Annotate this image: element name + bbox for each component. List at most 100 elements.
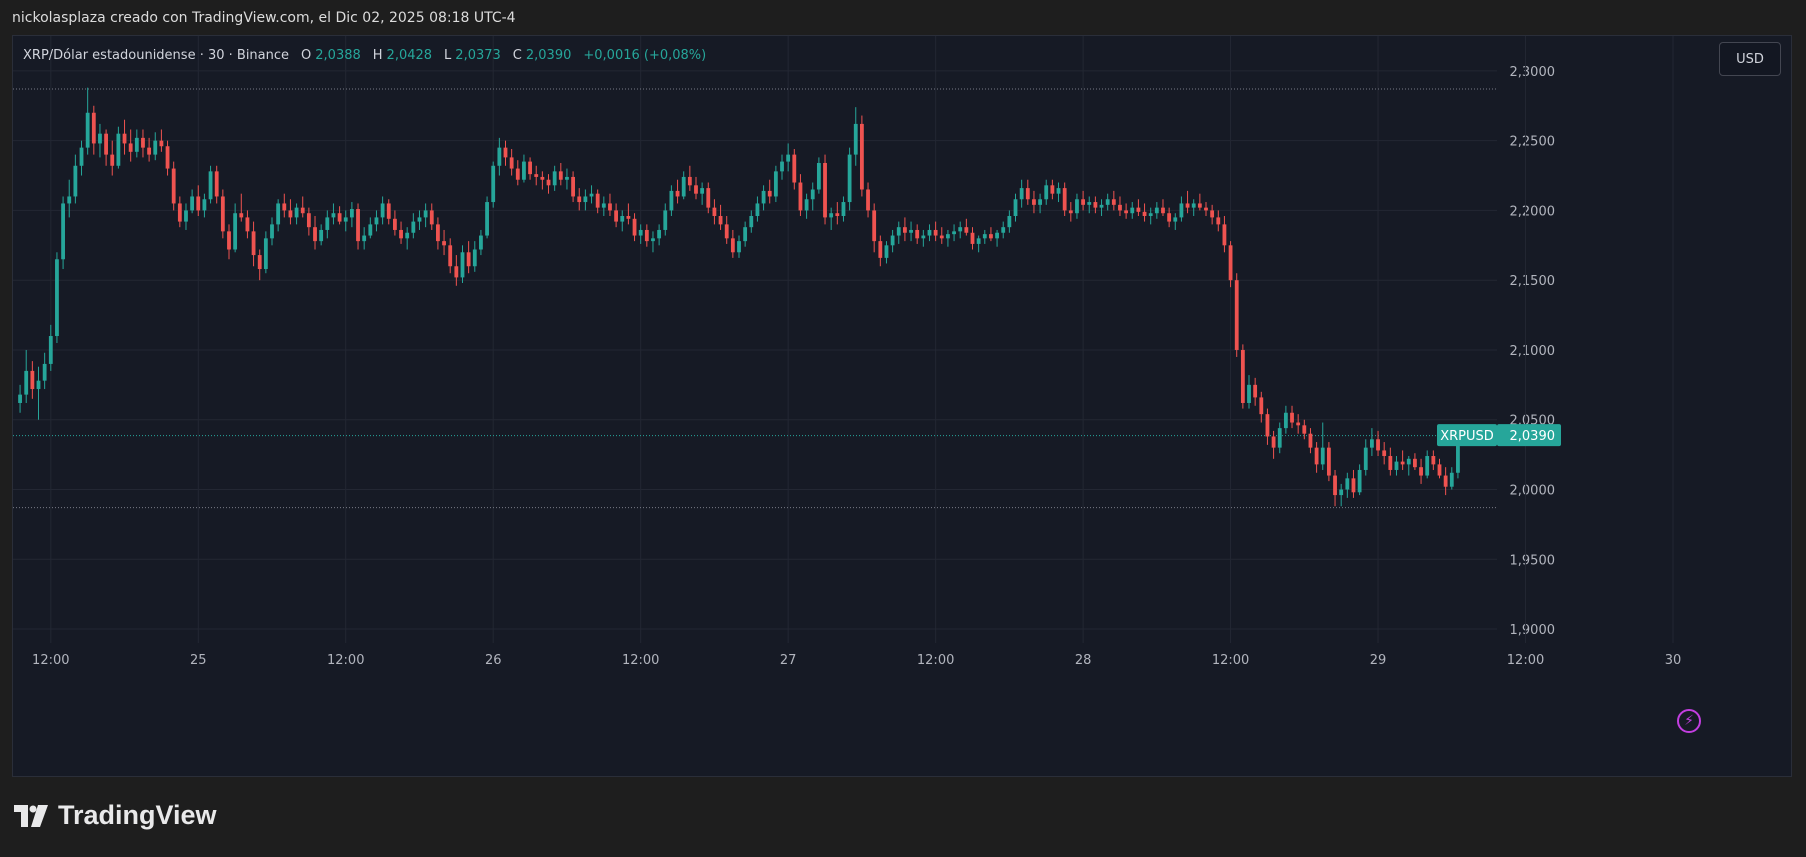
candle-body <box>1271 436 1276 448</box>
candle-body <box>663 210 668 230</box>
candle-body <box>472 249 477 267</box>
close-value: 2,0390 <box>525 48 572 63</box>
candle-body <box>638 229 643 236</box>
candle-body <box>1247 384 1251 403</box>
candle-body <box>1050 185 1055 194</box>
candle-body <box>423 210 428 218</box>
currency-button[interactable]: USD <box>1719 42 1781 76</box>
candle-body <box>257 255 262 270</box>
candle-body <box>866 189 870 211</box>
candle-body <box>1296 422 1301 426</box>
tradingview-logo: TradingView <box>14 800 217 831</box>
candle-body <box>1210 210 1215 218</box>
candle-body <box>952 231 956 235</box>
candle-body <box>829 213 834 218</box>
candle-body <box>104 133 109 155</box>
candle-body <box>1376 439 1380 451</box>
candle-body <box>1056 188 1061 194</box>
candlestick-chart[interactable]: 2,30002,25002,20002,15002,10002,05002,00… <box>13 36 1791 776</box>
candle-body <box>460 252 465 278</box>
candle-body <box>989 234 993 239</box>
candle-body <box>55 259 59 337</box>
candle-body <box>571 176 575 197</box>
candle-body <box>386 203 391 219</box>
candle-body <box>558 171 563 180</box>
candle-body <box>964 227 969 233</box>
candle-body <box>485 202 489 236</box>
candle-body <box>1062 188 1067 211</box>
candle-body <box>233 213 238 250</box>
y-tick-label: 2,1000 <box>1510 344 1556 359</box>
candle-body <box>1161 207 1165 214</box>
candle-body <box>841 202 846 217</box>
candle-body <box>1345 478 1350 490</box>
candle-body <box>429 210 434 225</box>
candle-body <box>687 176 692 186</box>
candle-body <box>816 162 821 190</box>
candle-body <box>669 190 674 211</box>
candle-body <box>909 229 913 233</box>
candle-body <box>878 241 883 258</box>
candle-body <box>208 171 213 200</box>
candle-body <box>1449 472 1454 487</box>
candle-body <box>632 218 637 236</box>
candle-body <box>1283 412 1288 429</box>
candle-body <box>337 213 342 222</box>
candle-body <box>356 209 360 242</box>
y-tick-label: 2,0000 <box>1510 484 1556 499</box>
candle-body <box>1419 467 1423 476</box>
candle-body <box>509 157 514 169</box>
candle-body <box>448 245 453 267</box>
candle-body <box>466 252 471 267</box>
candle-body <box>515 168 520 180</box>
candle-body <box>1032 199 1036 205</box>
x-tick-label: 12:00 <box>1507 653 1544 668</box>
candle-body <box>227 231 231 250</box>
candle-body <box>589 193 594 197</box>
symbol-tag-label: XRPUSD <box>1440 429 1494 444</box>
y-tick-label: 2,1500 <box>1510 274 1556 289</box>
candle-body <box>761 190 766 204</box>
candle-body <box>479 235 483 250</box>
candle-body <box>1099 204 1104 208</box>
candle-body <box>1197 203 1202 208</box>
candle-body <box>442 241 446 246</box>
candle-body <box>325 217 330 230</box>
candle-body <box>1394 461 1399 470</box>
candle-body <box>288 210 293 218</box>
chart-panel[interactable]: 2,3000 2,2500 2,2000 2,1500 2,1000 2,0500 2,00… <box>12 35 1792 777</box>
candle-body <box>946 234 950 239</box>
candle-body <box>147 147 152 155</box>
candle-body <box>608 203 612 211</box>
candle-body <box>1234 280 1239 350</box>
candle-body <box>1111 199 1116 205</box>
x-tick-label: 30 <box>1665 653 1682 668</box>
candle-body <box>1068 210 1073 214</box>
low-label: L <box>444 48 452 63</box>
candle-body <box>1179 203 1184 218</box>
candle-body <box>1216 217 1221 225</box>
candle-body <box>153 140 158 155</box>
candle-body <box>1308 433 1313 448</box>
candle-body <box>497 147 502 166</box>
candle-body <box>853 123 858 155</box>
candle-body <box>374 217 379 225</box>
candle-body <box>1013 199 1018 217</box>
candle-body <box>190 196 195 211</box>
y-tick-label: 2,2000 <box>1510 204 1556 219</box>
candle-body <box>1001 227 1006 233</box>
candle-body <box>755 203 760 217</box>
candle-body <box>694 185 698 194</box>
x-tick-label: 25 <box>190 653 207 668</box>
candle-body <box>1025 188 1030 200</box>
candle-body <box>743 227 748 242</box>
open-value: 2,0388 <box>315 48 361 63</box>
candle-body <box>1204 207 1208 211</box>
x-tick-label: 28 <box>1075 653 1092 668</box>
candle-body <box>116 133 121 166</box>
candle-body <box>1363 447 1368 470</box>
lightning-icon[interactable]: ⚡ <box>1677 709 1701 733</box>
candle-body <box>1357 469 1362 493</box>
candle-body <box>675 190 680 197</box>
candle-body <box>184 210 188 222</box>
